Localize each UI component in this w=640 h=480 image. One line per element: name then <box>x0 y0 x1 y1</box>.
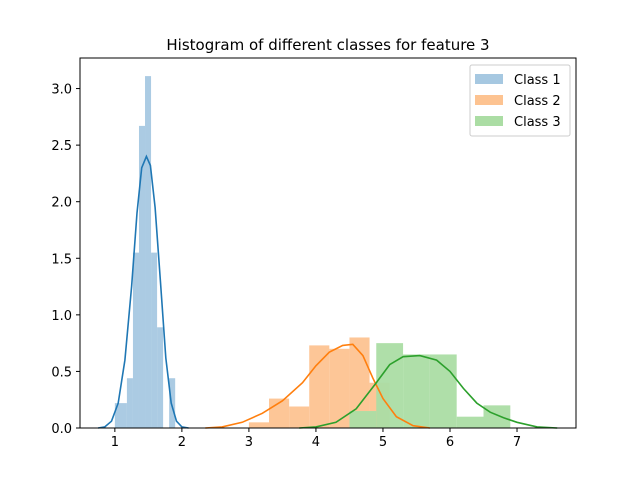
histogram-bars <box>114 76 511 429</box>
y-tick-label: 0.5 <box>51 365 72 380</box>
x-tick-label: 7 <box>513 435 521 450</box>
x-tick-label: 1 <box>111 435 119 450</box>
y-tick-label: 0.0 <box>51 422 72 437</box>
class-1-bar-5 <box>151 252 158 428</box>
class-3-bar-5 <box>483 405 511 428</box>
class-3-bars <box>349 343 511 428</box>
class-1-bar-4 <box>145 76 152 428</box>
class-3-bar-0 <box>349 411 377 428</box>
class-1-bar-8 <box>169 378 176 428</box>
kde-curves <box>97 154 558 429</box>
class-1-bars <box>114 76 176 429</box>
x-tick-label: 3 <box>245 435 253 450</box>
legend-label-class-3: Class 3 <box>514 115 561 130</box>
y-axis: 0.0 0.5 1.0 1.5 2.0 2.5 3.0 <box>51 83 80 437</box>
class-2-bar-0 <box>248 422 270 428</box>
legend-label-class-2: Class 2 <box>514 94 561 109</box>
axes-frame <box>79 57 577 429</box>
x-tick-label: 4 <box>312 435 320 450</box>
class-1-bar-6 <box>157 327 164 428</box>
legend-swatch-class-1 <box>475 74 503 84</box>
y-tick-label: 3.0 <box>51 83 72 98</box>
legend-label-class-1: Class 1 <box>514 73 561 88</box>
x-tick-label: 6 <box>446 435 454 450</box>
class-3-bar-2 <box>403 354 430 428</box>
x-axis: 1 2 3 4 5 6 7 <box>111 428 521 450</box>
class-2-bar-3 <box>309 345 330 428</box>
class-1-bar-3 <box>138 125 146 429</box>
class-3-bar-4 <box>456 416 484 428</box>
class-2-bar-4 <box>329 348 350 428</box>
class-2-kde-line <box>205 343 431 429</box>
y-tick-label: 2.0 <box>51 196 72 211</box>
y-tick-label: 1.0 <box>51 309 72 324</box>
legend-swatch-class-2 <box>475 95 503 105</box>
chart-title: Histogram of different classes for featu… <box>166 36 489 54</box>
class-3-kde-line <box>299 354 558 429</box>
class-1-bar-0 <box>114 403 127 428</box>
class-3-bar-1 <box>376 343 404 428</box>
class-1-bar-2 <box>132 252 139 428</box>
legend-swatch-class-3 <box>475 116 503 126</box>
class-1-bar-1 <box>126 378 133 428</box>
class-1-kde-line <box>97 154 189 429</box>
x-tick-label: 5 <box>379 435 387 450</box>
y-tick-label: 2.5 <box>51 139 72 154</box>
legend: Class 1 Class 2 Class 3 <box>469 64 571 137</box>
class-2-bar-2 <box>289 406 310 428</box>
y-tick-label: 1.5 <box>51 252 72 267</box>
x-tick-label: 2 <box>178 435 186 450</box>
